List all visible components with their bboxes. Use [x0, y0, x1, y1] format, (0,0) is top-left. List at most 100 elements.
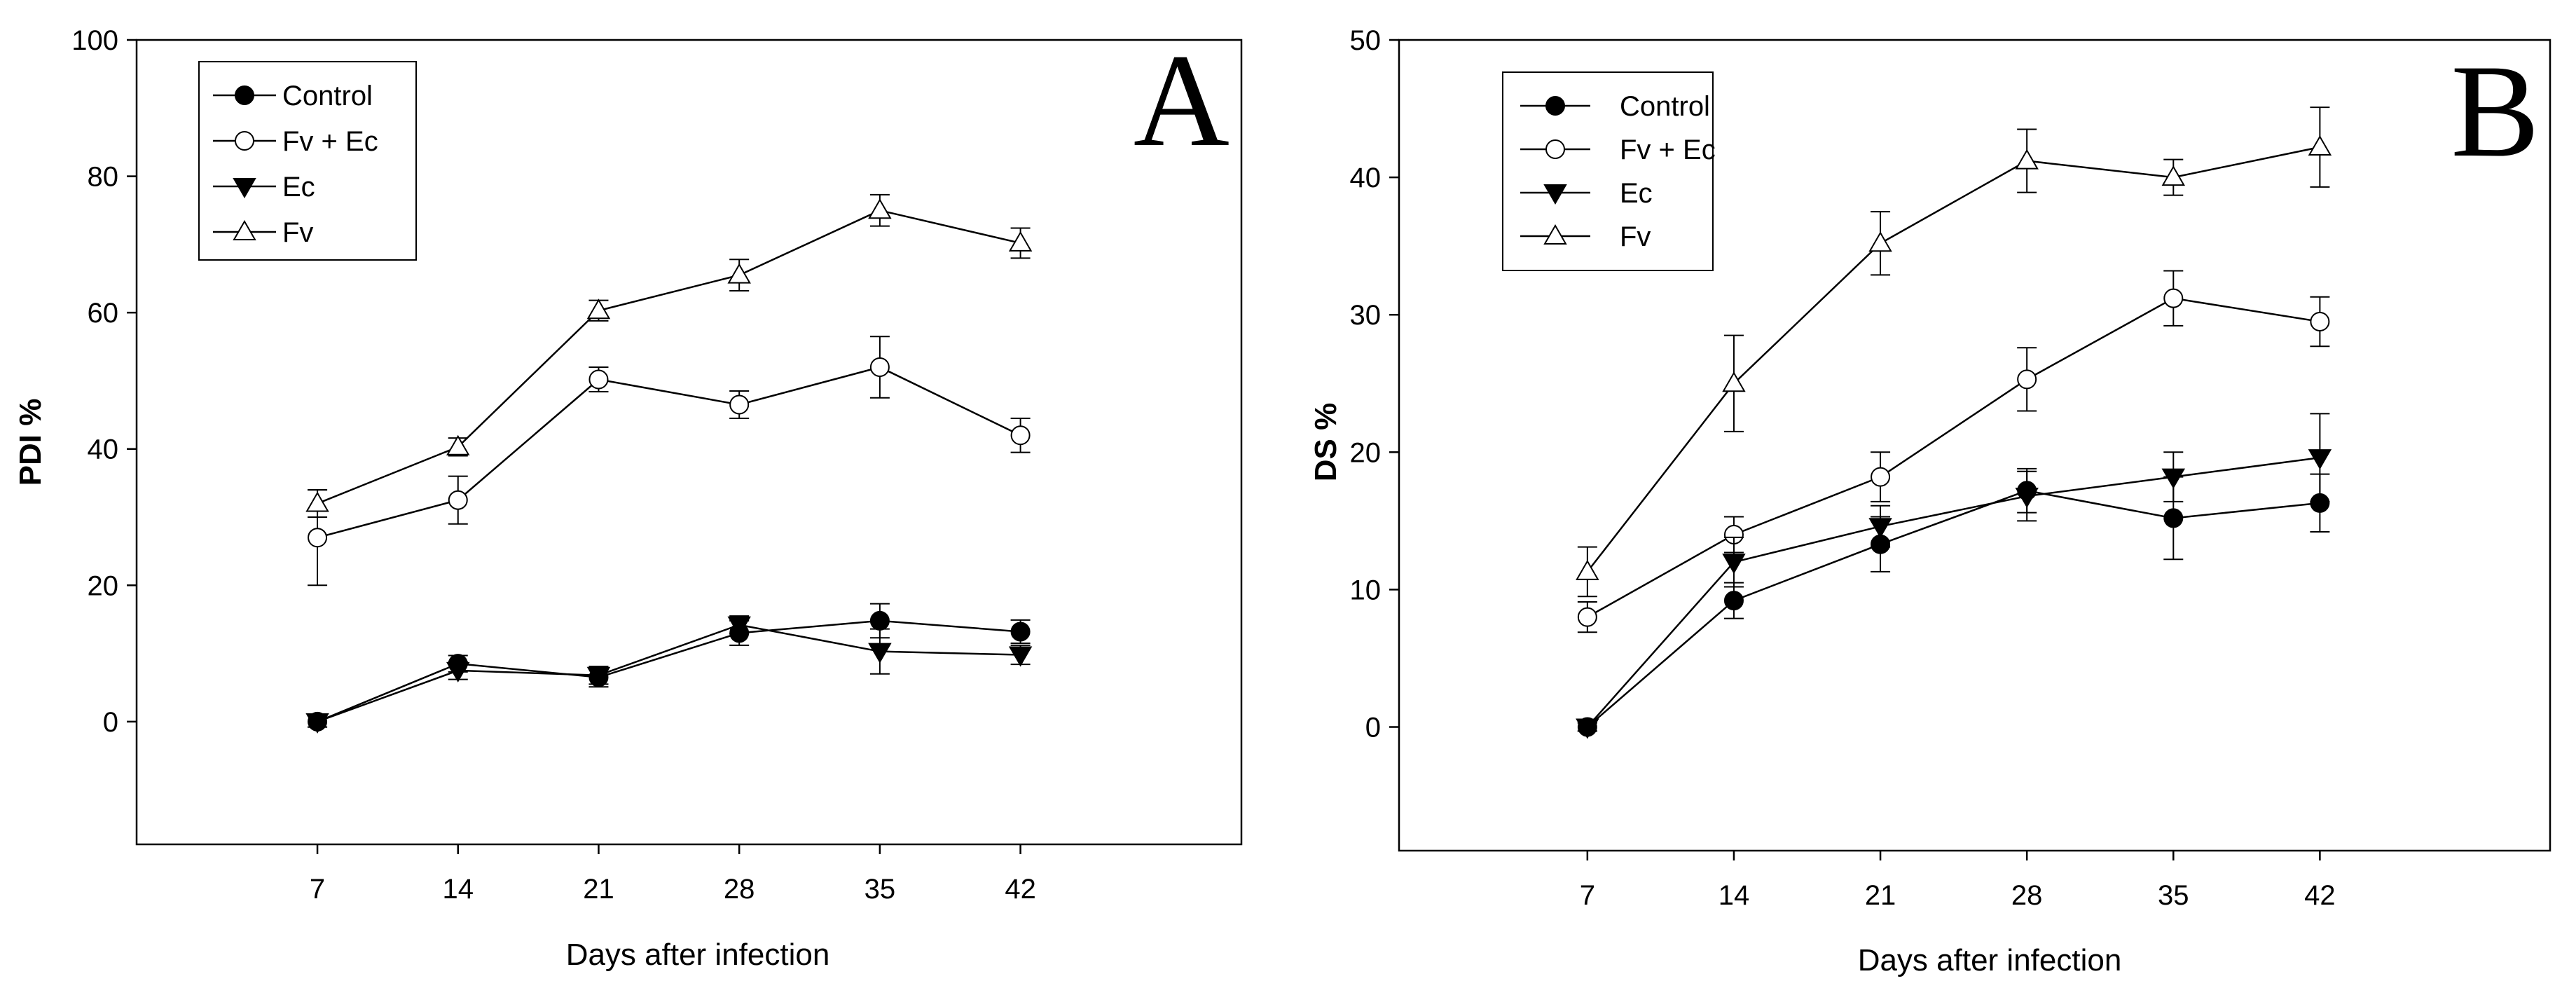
legend-item-fv: Fv — [213, 217, 313, 248]
data-point — [1577, 607, 1597, 627]
plot-area — [305, 193, 1033, 734]
series-fv — [305, 193, 1033, 519]
data-point — [586, 299, 611, 320]
data-point — [729, 394, 750, 415]
data-point — [2308, 135, 2332, 156]
legend-label: Fv + Ec — [282, 126, 378, 157]
data-point — [869, 357, 890, 377]
x-tick-label: 21 — [583, 874, 614, 905]
legend-item-fv-ec: Fv + Ec — [1520, 135, 1716, 165]
legend-item-fv-ec: Fv + Ec — [213, 126, 378, 157]
data-point — [868, 198, 892, 219]
series-line — [1587, 489, 2320, 728]
data-point — [1723, 591, 1744, 611]
series-fv — [1576, 107, 2332, 598]
data-point — [1722, 371, 1746, 392]
chart-panel-a: 0 20 40 60 80 100 7 14 21 28 35 42 PDI % Days afte… — [13, 25, 1243, 972]
data-point — [1008, 646, 1033, 667]
data-point — [1722, 554, 1746, 575]
x-tick-label: 7 — [1580, 880, 1595, 911]
x-axis: 7 14 21 28 35 42 — [310, 844, 1036, 905]
data-point — [727, 263, 751, 284]
y-tick-label: 60 — [88, 298, 119, 329]
data-point — [2161, 468, 2186, 489]
x-axis: 7 14 21 28 35 42 — [1580, 851, 2336, 911]
x-axis-title: Days after infection — [566, 938, 830, 972]
data-point — [1010, 622, 1031, 642]
data-point — [2161, 165, 2186, 186]
legend-item-ec: Ec — [213, 172, 315, 203]
legend-label: Ec — [1620, 178, 1653, 209]
data-point — [2015, 149, 2039, 170]
y-tick-label: 20 — [1350, 437, 1382, 468]
data-point — [305, 713, 329, 734]
legend-marker — [1543, 184, 1567, 205]
series-line — [1587, 297, 2320, 618]
y-tick-label: 40 — [88, 434, 119, 465]
x-tick-label: 21 — [1865, 880, 1896, 911]
y-axis-title: DS % — [1309, 403, 1343, 481]
x-tick-label: 14 — [1719, 880, 1750, 911]
series-line — [1586, 456, 2320, 728]
data-point — [1576, 718, 1599, 739]
legend: Control Fv + Ec Ec Fv — [1502, 71, 1716, 271]
plot-frame — [135, 39, 1243, 846]
x-tick-label: 28 — [724, 874, 755, 905]
series-line — [317, 624, 1021, 723]
y-tick-label: 0 — [1365, 713, 1381, 743]
data-point — [2163, 508, 2184, 528]
legend: Control Fv + Ec Ec Fv — [198, 61, 417, 261]
legend-marker — [1545, 96, 1565, 116]
data-point — [448, 490, 468, 510]
legend-label: Ec — [282, 172, 315, 203]
y-axis: 0 10 20 30 40 50 — [1350, 25, 1399, 743]
x-tick-label: 7 — [310, 874, 325, 905]
legend-marker — [235, 131, 254, 151]
panel-label: B — [2451, 38, 2540, 185]
y-tick-label: 40 — [1350, 163, 1382, 193]
legend-item-ec: Ec — [1520, 178, 1653, 209]
plot-frame — [1398, 39, 2551, 852]
legend-item-control: Control — [213, 81, 373, 111]
data-point — [2017, 369, 2037, 390]
legend-label: Fv + Ec — [1620, 135, 1716, 165]
legend-item-fv: Fv — [1520, 221, 1651, 252]
series-line — [1586, 146, 2320, 572]
data-point — [588, 369, 609, 390]
legend-marker — [233, 219, 256, 240]
legend-marker — [1545, 139, 1565, 159]
panel-label: A — [1134, 27, 1230, 174]
chart-panel-b: 0 10 20 30 40 50 7 14 21 28 35 42 DS % Days after … — [1309, 25, 2551, 977]
y-tick-label: 80 — [88, 162, 119, 193]
data-point — [868, 643, 892, 664]
data-point — [1868, 518, 1892, 539]
legend-marker — [1543, 224, 1567, 245]
data-point — [308, 528, 328, 548]
x-tick-label: 42 — [1005, 874, 1036, 905]
y-tick-label: 0 — [103, 707, 118, 738]
series-line — [317, 619, 1021, 723]
y-axis-title: PDI % — [13, 399, 48, 486]
data-point — [586, 666, 611, 687]
data-point — [727, 616, 751, 637]
series-fv-ec — [1577, 270, 2330, 633]
series-line — [317, 366, 1021, 539]
legend-label: Fv — [282, 217, 313, 248]
series-fv-ec — [308, 336, 1031, 586]
data-point — [305, 491, 329, 512]
data-point — [869, 610, 890, 631]
data-point — [2308, 449, 2332, 470]
x-tick-label: 42 — [2304, 880, 2336, 911]
plot-area — [1576, 107, 2332, 739]
series-control — [308, 603, 1031, 732]
legend-label: Control — [1620, 91, 1710, 122]
data-point — [2015, 488, 2039, 509]
y-tick-label: 10 — [1350, 575, 1382, 605]
series-ec — [305, 615, 1033, 734]
y-tick-label: 20 — [88, 570, 119, 601]
x-tick-label: 35 — [2158, 880, 2189, 911]
data-point — [2310, 312, 2330, 332]
series-ec — [1576, 413, 2332, 739]
x-tick-label: 28 — [2011, 880, 2043, 911]
